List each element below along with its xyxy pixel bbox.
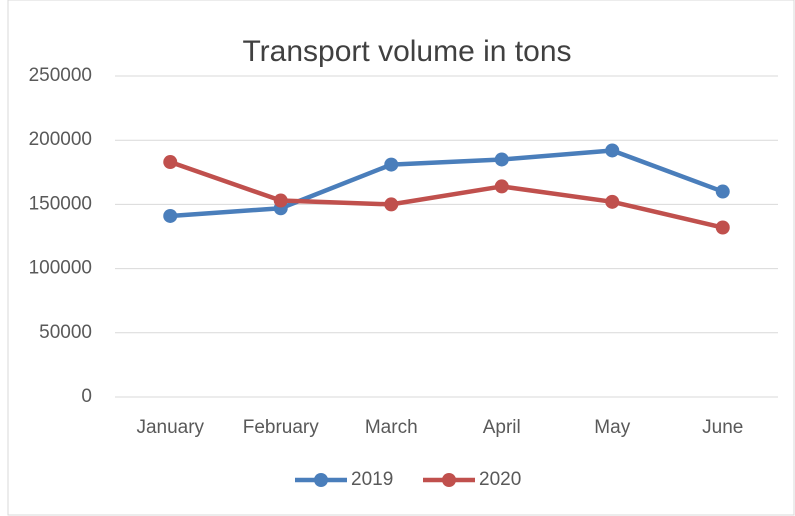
point [163,155,178,170]
y-tick-label: 200000 [29,129,92,150]
x-tick-label: May [594,417,630,438]
legend-swatch-marker [314,473,328,487]
point [494,152,509,167]
x-tick-label: April [483,417,521,438]
point [163,208,178,223]
point [384,157,399,172]
series-line [168,148,725,219]
legend-label: 2019 [351,469,393,490]
legend-swatch-marker [442,473,456,487]
y-tick-label: 50000 [39,322,92,343]
chart-border [7,0,795,516]
point [605,143,620,158]
series-line [168,159,725,230]
point [715,184,730,199]
legend-label: 2020 [479,469,521,490]
point [605,194,620,209]
x-tick-label: March [365,417,418,438]
y-tick-label: 150000 [29,193,92,214]
x-tick-label: June [702,417,743,438]
x-tick-label: February [243,417,320,438]
point [715,220,730,235]
chart-title: Transport volume in tons [242,35,571,68]
point [273,193,288,208]
y-tick-label: 100000 [29,258,92,279]
y-tick-label: 250000 [29,65,92,86]
y-tick-label: 0 [81,386,92,407]
point [494,179,509,194]
x-tick-label: January [136,417,204,438]
point [384,197,399,212]
